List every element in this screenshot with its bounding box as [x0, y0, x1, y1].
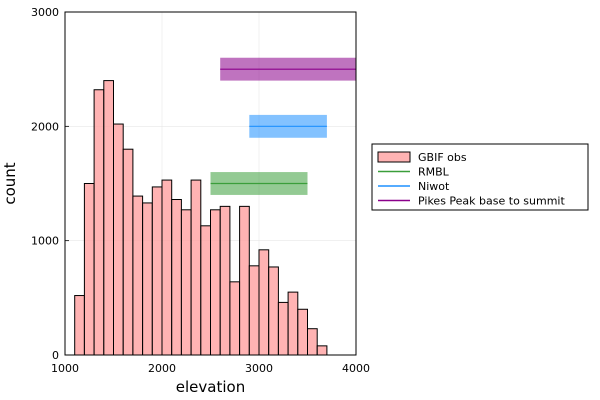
histogram-bar: [239, 205, 250, 356]
histogram-bar: [142, 202, 153, 356]
legend-label: GBIF obs: [418, 151, 467, 164]
x-tick-label: 3000: [245, 362, 273, 375]
histogram-bar: [287, 291, 299, 356]
y-tick-label: 0: [52, 349, 59, 362]
histogram-bar: [219, 205, 231, 356]
histogram-bar: [248, 265, 260, 356]
histogram-bar: [151, 186, 163, 356]
histogram-bar: [200, 225, 212, 356]
histogram-bar: [180, 209, 192, 356]
histogram-bar: [268, 266, 279, 356]
legend-label: RMBL: [418, 166, 450, 179]
y-ticks: 0 1000 2000 3000: [31, 6, 69, 362]
histogram-bar: [297, 308, 308, 356]
histogram-bar: [229, 281, 241, 356]
legend-swatch: [377, 151, 411, 163]
histogram-bar: [316, 345, 328, 356]
x-tick-label: 4000: [342, 362, 370, 375]
y-tick-label: 2000: [31, 120, 59, 133]
y-tick-label: 3000: [31, 6, 59, 19]
histogram-bar: [190, 179, 202, 356]
histogram-bar: [93, 89, 105, 356]
histogram-bar: [307, 328, 318, 356]
x-axis-label: elevation: [176, 378, 245, 396]
histogram-bar: [103, 80, 115, 356]
histogram-bar: [258, 249, 270, 356]
legend-label: Niwot: [418, 180, 450, 193]
x-tick-label: 1000: [51, 362, 79, 375]
histogram-bar: [210, 209, 221, 356]
histogram-bar: [122, 148, 134, 356]
y-axis-label: count: [1, 162, 19, 204]
x-tick-label: 2000: [148, 362, 176, 375]
range-bands: [210, 57, 356, 195]
histogram-bar: [132, 195, 144, 356]
x-ticks: 1000 2000 3000 4000: [51, 351, 370, 375]
histogram-bar: [161, 179, 173, 356]
histogram-bar: [113, 123, 124, 356]
legend-label: Pikes Peak base to summit: [418, 195, 565, 208]
histogram-bar: [74, 295, 85, 356]
plot-frame: [64, 11, 357, 356]
histogram-bar: [83, 183, 95, 356]
y-tick-label: 1000: [31, 235, 59, 248]
histogram-bar: [171, 199, 182, 356]
histogram-bar: [277, 301, 289, 356]
